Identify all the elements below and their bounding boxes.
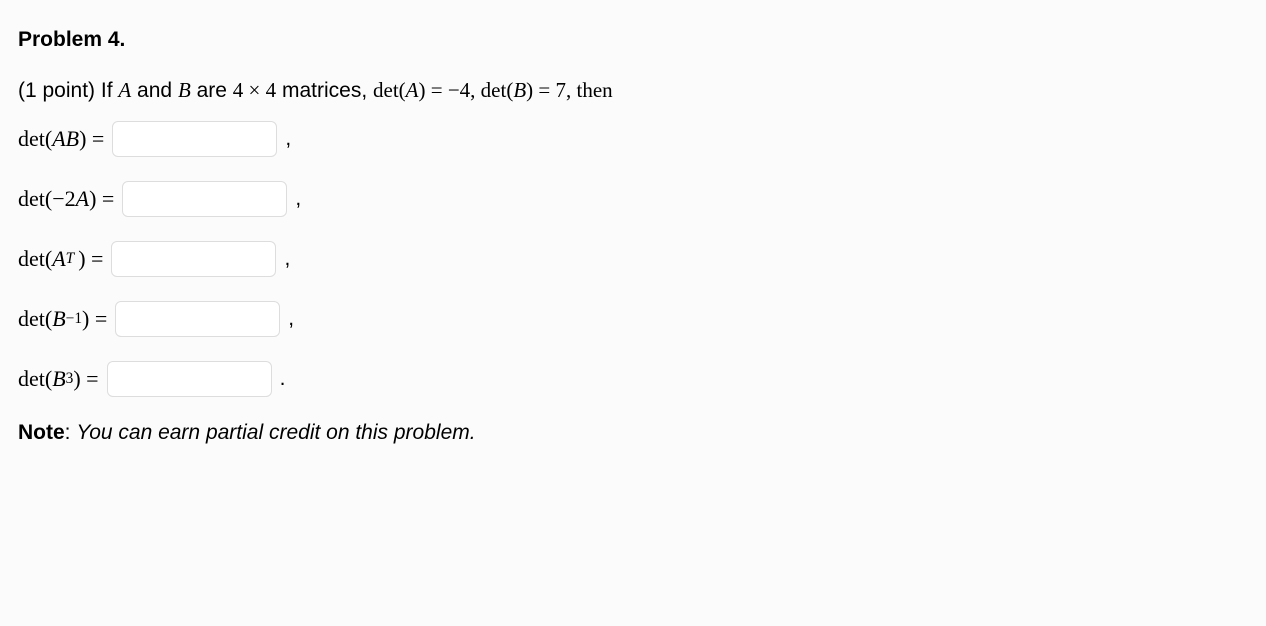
detBinv-pre: det( — [18, 306, 52, 332]
detB3-post: ) = — [73, 366, 98, 392]
problem-container: Problem 4. (1 point) If A and B are 4 × … — [0, 0, 1266, 463]
detAB-suffix: , — [285, 127, 291, 151]
detB3-sup: 3 — [66, 370, 74, 388]
detBinv-var: B — [52, 306, 65, 332]
detneg2A-var: A — [76, 186, 89, 212]
detneg2A-coef: −2 — [52, 186, 75, 212]
stmt-are: are — [191, 79, 233, 102]
detAT-suffix: , — [284, 247, 290, 271]
detAB-post: ) = — [79, 126, 104, 152]
input-detBinv[interactable] — [115, 301, 280, 337]
row-detBinv: det(B−1) = , — [18, 301, 1248, 337]
detneg2A-pre: det( — [18, 186, 52, 212]
detAT-sup: T — [66, 250, 75, 268]
row-detneg2A: det(−2A) = , — [18, 181, 1248, 217]
stmt-B: B — [178, 78, 191, 102]
stmt-A: A — [118, 78, 131, 102]
stmt-matrices: matrices, — [276, 79, 373, 102]
stmt-detB-r: ) = 7, then — [526, 78, 613, 102]
stmt-detA-l: det( — [373, 78, 406, 102]
problem-title: Problem 4. — [18, 28, 1248, 52]
input-detAB[interactable] — [112, 121, 277, 157]
detB3-suffix: . — [280, 367, 286, 391]
stmt-prefix: (1 point) If — [18, 79, 118, 102]
row-detAB: det(AB) = , — [18, 121, 1248, 157]
note-colon: : — [65, 421, 77, 444]
problem-statement: (1 point) If A and B are 4 × 4 matrices,… — [18, 78, 1248, 103]
detAT-var: A — [52, 246, 65, 272]
detBinv-suffix: , — [288, 307, 294, 331]
input-detB3[interactable] — [107, 361, 272, 397]
detAB-body: AB — [52, 126, 79, 152]
note-text: You can earn partial credit on this prob… — [76, 421, 475, 444]
stmt-detB-var: B — [513, 78, 526, 102]
detBinv-sup: −1 — [66, 310, 82, 328]
stmt-detA-var: A — [406, 78, 419, 102]
note: Note: You can earn partial credit on thi… — [18, 421, 1248, 445]
detB3-pre: det( — [18, 366, 52, 392]
stmt-detB-l: det( — [481, 78, 514, 102]
detBinv-post: ) = — [82, 306, 107, 332]
row-detAT: det(AT) = , — [18, 241, 1248, 277]
row-detB3: det(B3) = . — [18, 361, 1248, 397]
detAT-pre: det( — [18, 246, 52, 272]
detAB-pre: det( — [18, 126, 52, 152]
note-label: Note — [18, 421, 65, 444]
input-detAT[interactable] — [111, 241, 276, 277]
detneg2A-post: ) = — [89, 186, 114, 212]
stmt-and: and — [131, 79, 178, 102]
stmt-size: 4 × 4 — [233, 78, 276, 102]
input-detneg2A[interactable] — [122, 181, 287, 217]
stmt-detA-r: ) = −4, — [418, 78, 480, 102]
detneg2A-suffix: , — [295, 187, 301, 211]
detB3-var: B — [52, 366, 65, 392]
detAT-post: ) = — [78, 246, 103, 272]
